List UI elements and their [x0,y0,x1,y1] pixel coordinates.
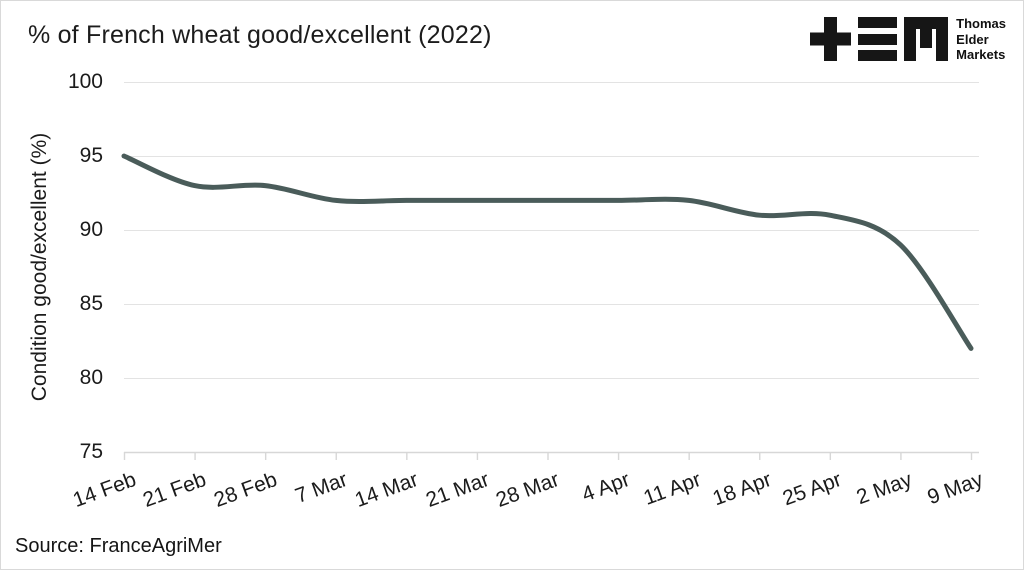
y-tick-label: 95 [79,144,103,167]
logo-line: Markets [956,47,1006,62]
y-tick-label: 90 [79,218,103,241]
y-tick-label: 80 [79,366,103,389]
logo-line: Thomas [956,16,1006,31]
logo-wordmark: Thomas Elder Markets [956,17,1006,61]
tem-logo: Thomas Elder Markets [810,17,1006,61]
page-title: % of French wheat good/excellent (2022) [28,21,492,49]
triple-bar-glyph-icon [858,17,898,61]
y-axis-title: Condition good/excellent (%) [28,132,51,402]
plus-glyph-icon [810,17,852,61]
y-tick-label: 85 [79,292,103,315]
logo-line: Elder [956,31,989,47]
y-tick-label: 100 [67,70,103,93]
m-glyph-icon [904,17,949,61]
y-tick-label: 75 [79,440,103,463]
source-caption: Source: FranceAgriMer [15,535,222,557]
condition-line [121,153,974,351]
